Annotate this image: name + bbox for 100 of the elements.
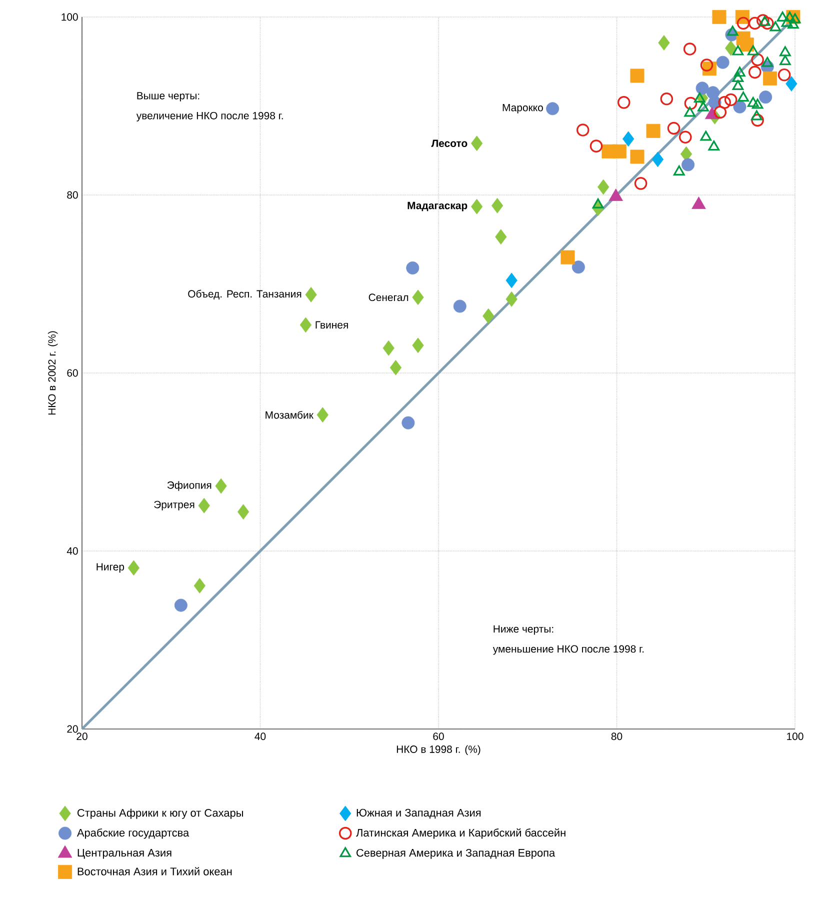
point (714, 106, 727, 119)
point (495, 229, 507, 245)
annotation: Мозамбик (266, 410, 314, 419)
point (780, 46, 791, 56)
point (700, 130, 712, 141)
point (592, 198, 604, 208)
point (598, 179, 610, 195)
point (776, 11, 788, 22)
point (305, 286, 317, 302)
point (733, 100, 746, 114)
point (590, 140, 603, 152)
point (506, 291, 518, 307)
point (612, 144, 626, 158)
annotation: Марокко (502, 104, 543, 114)
annotation: уменьшение НКО после 1998 г. (492, 645, 644, 655)
point (630, 150, 644, 164)
point (453, 300, 466, 313)
point (700, 58, 714, 72)
point (390, 360, 402, 376)
y-tick-label: 20 (67, 725, 78, 733)
point (752, 98, 764, 109)
point (667, 122, 680, 135)
point (780, 55, 791, 66)
point (174, 598, 188, 612)
point (778, 68, 791, 82)
point (646, 124, 660, 138)
x-tick-label: 80 (611, 732, 622, 740)
point (198, 498, 210, 514)
point (751, 53, 764, 66)
point (726, 26, 738, 36)
point (759, 16, 770, 26)
legend-label: Центральная Азия (78, 848, 172, 859)
point (634, 177, 648, 190)
point (760, 16, 774, 30)
point (696, 82, 709, 95)
point (482, 308, 494, 324)
point (747, 96, 759, 107)
point (194, 578, 206, 594)
y-tick-label: 40 (66, 547, 78, 555)
point (683, 42, 696, 56)
annotation: Выше черты: (137, 92, 200, 102)
point (763, 71, 778, 86)
y-tick-label: 60 (67, 369, 78, 377)
point (788, 18, 799, 29)
x-axis-title: НКО в 1998 г. (%) (396, 745, 480, 756)
annotation: Эфиопия (167, 481, 212, 491)
point (406, 261, 420, 274)
point (786, 76, 798, 92)
point (382, 340, 394, 356)
point (617, 96, 630, 109)
point (781, 16, 793, 27)
point (736, 16, 750, 30)
point (738, 92, 749, 102)
point (698, 101, 709, 112)
point (412, 338, 424, 354)
point (751, 114, 764, 127)
point (694, 92, 706, 102)
point (660, 92, 674, 106)
y-tick-label: 100 (62, 13, 78, 21)
point (678, 130, 692, 144)
y-tick-label: 80 (67, 191, 78, 199)
annotation: увеличение НКО после 1998 г. (136, 112, 283, 122)
annotation: Мадагаскар (408, 202, 468, 212)
annotation: Лесото (431, 140, 468, 148)
point (759, 90, 772, 104)
point (762, 56, 774, 67)
point (630, 68, 644, 83)
point (470, 136, 483, 152)
annotation: Гвинея (316, 321, 348, 329)
point (673, 165, 685, 176)
x-tick-label: 60 (433, 732, 444, 740)
point (684, 96, 698, 110)
legend-label: Восточная Азия и Тихий океан (78, 867, 232, 876)
point (734, 66, 746, 77)
legend-label: Страны Африки к югу от Сахары (78, 808, 243, 819)
point (724, 93, 738, 106)
point (572, 260, 585, 274)
point (546, 102, 560, 116)
point (412, 290, 424, 306)
point (652, 152, 664, 168)
point (658, 35, 670, 51)
point (622, 131, 634, 147)
point (740, 38, 754, 52)
legend-label: Арабские государтсва (76, 828, 190, 839)
point (789, 13, 801, 24)
point (770, 21, 782, 32)
point (128, 560, 140, 576)
point (316, 407, 328, 423)
point (747, 45, 759, 56)
point (718, 96, 731, 109)
point (725, 40, 737, 56)
point (732, 72, 744, 82)
point (751, 110, 762, 120)
x-tick-label: 20 (76, 732, 88, 740)
point (215, 478, 227, 494)
legend-label: Северная Америка и Западная Европа (356, 848, 556, 859)
point (684, 106, 696, 117)
x-tick-label: 100 (787, 732, 804, 740)
legend-label: Латинская Америка и Карибский бассейн (356, 828, 566, 839)
point (402, 416, 415, 430)
